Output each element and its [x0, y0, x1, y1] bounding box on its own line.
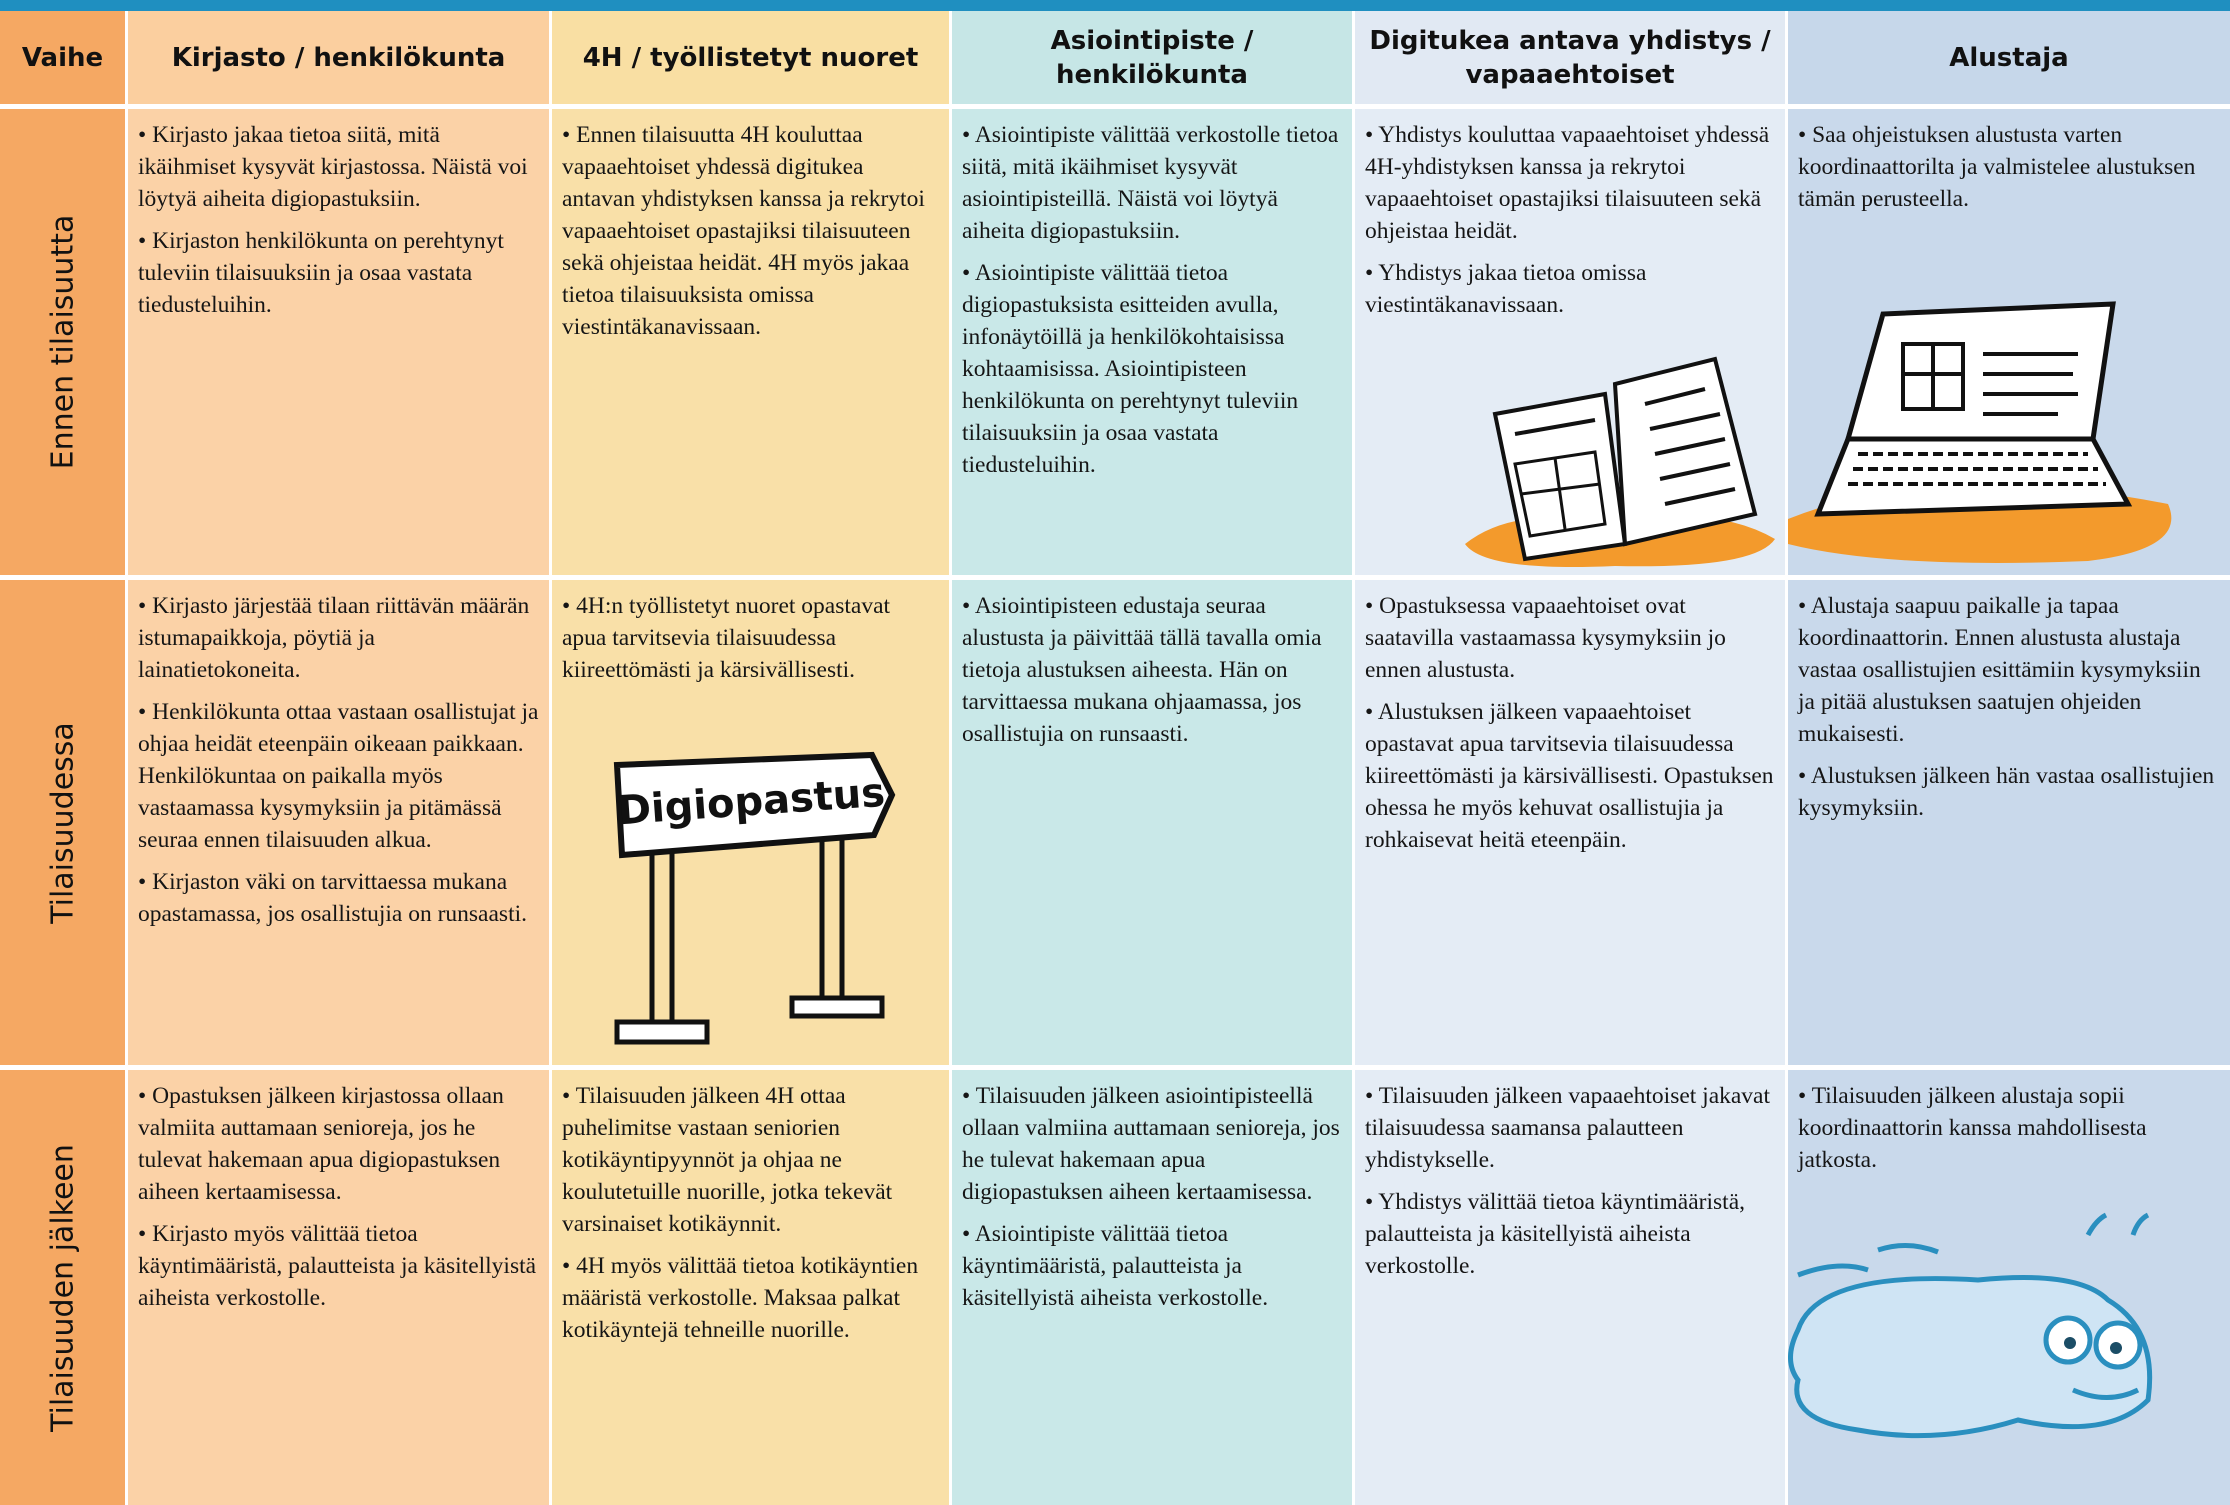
bullet-text: Yhdistys välittää tietoa käyntimääristä,… — [1365, 1186, 1775, 1282]
table-cell: Kirjasto jakaa tietoa siitä, mitä ikäihm… — [128, 109, 549, 575]
bullet-text: Tilaisuuden jälkeen 4H ottaa puhelimitse… — [562, 1080, 939, 1240]
bullet-text: Tilaisuuden jälkeen alustaja sopii koord… — [1798, 1080, 2220, 1176]
bullet-text: Henkilökunta ottaa vastaan osallistujat … — [138, 696, 539, 856]
table-cell: Saa ohjeistuksen alustusta varten koordi… — [1788, 109, 2230, 575]
bullet-text: Alustuksen jälkeen hän vastaa osallistuj… — [1798, 760, 2220, 824]
column-header: Vaihe — [0, 11, 125, 104]
bullet-text: Ennen tilaisuutta 4H kouluttaa vapaaehto… — [562, 119, 939, 343]
bullet-text: Asiointipiste välittää tietoa käyntimäär… — [962, 1218, 1342, 1314]
bullet-text: Asiointipisteen edustaja seuraa alustust… — [962, 590, 1342, 750]
bullet-text: Kirjasto jakaa tietoa siitä, mitä ikäihm… — [138, 119, 539, 215]
bullet-text: 4H myös välittää tietoa kotikäyntien mää… — [562, 1250, 939, 1346]
phase-label: Ennen tilaisuutta — [45, 214, 80, 470]
top-bar — [0, 0, 2230, 11]
bullet-text: Kirjaston henkilökunta on perehtynyt tul… — [138, 225, 539, 321]
table-cell: Asiointipisteen edustaja seuraa alustust… — [952, 580, 1352, 1065]
bullet-text: 4H:n työllistetyt nuoret opastavat apua … — [562, 590, 939, 686]
table-cell: Tilaisuuden jälkeen alustaja sopii koord… — [1788, 1070, 2230, 1505]
bullet-text: Alustaja saapuu paikalle ja tapaa koordi… — [1798, 590, 2220, 750]
bullet-text: Tilaisuuden jälkeen vapaaehtoiset jakava… — [1365, 1080, 1775, 1176]
phase-cell: Ennen tilaisuutta — [0, 109, 125, 575]
signpost-illustration: Digiopastus — [613, 751, 896, 1045]
newspaper-illustration — [1465, 356, 1775, 568]
table-cell: 4H:n työllistetyt nuoret opastavat apua … — [552, 580, 949, 1065]
phase-cell: Tilaisuuden jälkeen — [0, 1070, 125, 1505]
phase-table: Vaihe Kirjasto / henkilökunta 4H / työllis… — [0, 11, 2230, 1505]
column-header: 4H / työllistetyt nuoret — [552, 11, 949, 104]
table-cell: Ennen tilaisuutta 4H kouluttaa vapaaehto… — [552, 109, 949, 575]
bullet-text: Kirjasto järjestää tilaan riittävän määr… — [138, 590, 539, 686]
bullet-text: Tilaisuuden jälkeen asiointipisteellä ol… — [962, 1080, 1342, 1208]
laptop-illustration — [1788, 301, 2172, 563]
table-cell: Opastuksen jälkeen kirjastossa ollaan va… — [128, 1070, 549, 1505]
column-header: Alustaja — [1788, 11, 2230, 104]
bullet-text: Asiointipiste välittää tietoa digiopastu… — [962, 257, 1342, 481]
bullet-text: Yhdistys jakaa tietoa omissa viestintäka… — [1365, 257, 1775, 321]
bullet-text: Opastuksessa vapaaehtoiset ovat saatavil… — [1365, 590, 1775, 686]
table-cell: Asiointipiste välittää verkostolle tieto… — [952, 109, 1352, 575]
table-cell: Tilaisuuden jälkeen vapaaehtoiset jakava… — [1355, 1070, 1785, 1505]
character-illustration — [1788, 1212, 2153, 1439]
bullet-text: Opastuksen jälkeen kirjastossa ollaan va… — [138, 1080, 539, 1208]
bullet-text: Yhdistys kouluttaa vapaaehtoiset yhdessä… — [1365, 119, 1775, 247]
table-cell: Tilaisuuden jälkeen asiointipisteellä ol… — [952, 1070, 1352, 1505]
column-header: Asiointipiste / henkilökunta — [952, 11, 1352, 104]
bullet-text: Asiointipiste välittää verkostolle tieto… — [962, 119, 1342, 247]
bullet-text: Kirjasto myös välittää tietoa käyntimäär… — [138, 1218, 539, 1314]
phase-label: Tilaisuuden jälkeen — [45, 1143, 80, 1432]
table-cell: Yhdistys kouluttaa vapaaehtoiset yhdessä… — [1355, 109, 1785, 575]
phase-cell: Tilaisuudessa — [0, 580, 125, 1065]
column-header: Kirjasto / henkilökunta — [128, 11, 549, 104]
table-cell: Kirjasto järjestää tilaan riittävän määr… — [128, 580, 549, 1065]
bullet-text: Saa ohjeistuksen alustusta varten koordi… — [1798, 119, 2220, 215]
bullet-text: Alustuksen jälkeen vapaaehtoiset opastav… — [1365, 696, 1775, 856]
table-cell: Alustaja saapuu paikalle ja tapaa koordi… — [1788, 580, 2230, 1065]
table-cell: Opastuksessa vapaaehtoiset ovat saatavil… — [1355, 580, 1785, 1065]
column-header: Digitukea antava yhdistys / vapaaehtoise… — [1355, 11, 1785, 104]
bullet-text: Kirjaston väki on tarvittaessa mukana op… — [138, 866, 539, 930]
table-cell: Tilaisuuden jälkeen 4H ottaa puhelimitse… — [552, 1070, 949, 1505]
phase-label: Tilaisuudessa — [45, 721, 80, 924]
